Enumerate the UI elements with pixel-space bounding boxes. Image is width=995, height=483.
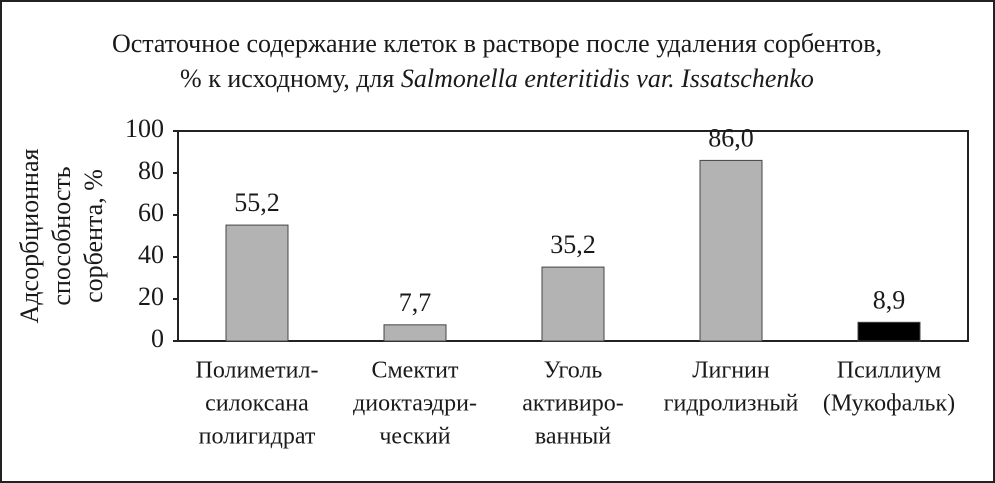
y-tick-label: 80 — [138, 156, 164, 185]
x-tick-label: Уголь — [544, 358, 603, 384]
x-tick-label: активиро- — [522, 391, 624, 417]
x-tick-label: ванный — [535, 424, 611, 450]
y-tick-label: 20 — [138, 282, 164, 311]
value-label: 8,9 — [873, 285, 906, 314]
title-part: % к исходному, для — [180, 64, 401, 93]
y-axis-label-line: сорбента, % — [79, 169, 108, 303]
value-label: 7,7 — [399, 288, 432, 317]
y-tick-label: 100 — [125, 114, 164, 143]
x-tick-label: ческий — [379, 424, 450, 450]
x-tick-label: полигидрат — [199, 424, 316, 450]
x-tick-label: Полиметил- — [196, 358, 319, 384]
x-tick-label: Псиллиум — [837, 358, 942, 384]
x-tick-label: Лигнин — [692, 358, 770, 384]
y-tick-label: 40 — [138, 240, 164, 269]
bar — [699, 159, 763, 342]
x-tick-label: Смектит — [371, 358, 459, 384]
value-label: 35,2 — [550, 230, 596, 259]
bar — [541, 266, 605, 342]
x-tick-label: силоксана — [205, 391, 309, 417]
y-axis-label: Адсорбционная способность сорбента, % — [15, 148, 108, 323]
value-label: 55,2 — [234, 188, 280, 217]
y-axis-label-line: способность — [47, 166, 76, 305]
x-tick-label: диоктаэдри- — [353, 391, 477, 417]
y-tick-label: 0 — [151, 324, 164, 353]
y-tick-label: 60 — [138, 198, 164, 227]
x-tick-label: гидролизный — [664, 391, 799, 417]
x-tick-label: (Мукофальк) — [823, 391, 955, 417]
y-axis-label-line: Адсорбционная — [15, 148, 44, 323]
bar — [383, 324, 447, 342]
bar — [225, 224, 289, 342]
title-italic: Salmonella enteritidis var. Issatschenko — [401, 64, 814, 93]
chart-title: % к исходному, для Salmonella enteritidi… — [180, 64, 814, 93]
chart-title: Остаточное содержание клеток в растворе … — [112, 29, 882, 58]
value-label: 86,0 — [708, 123, 754, 152]
bar — [857, 321, 921, 342]
